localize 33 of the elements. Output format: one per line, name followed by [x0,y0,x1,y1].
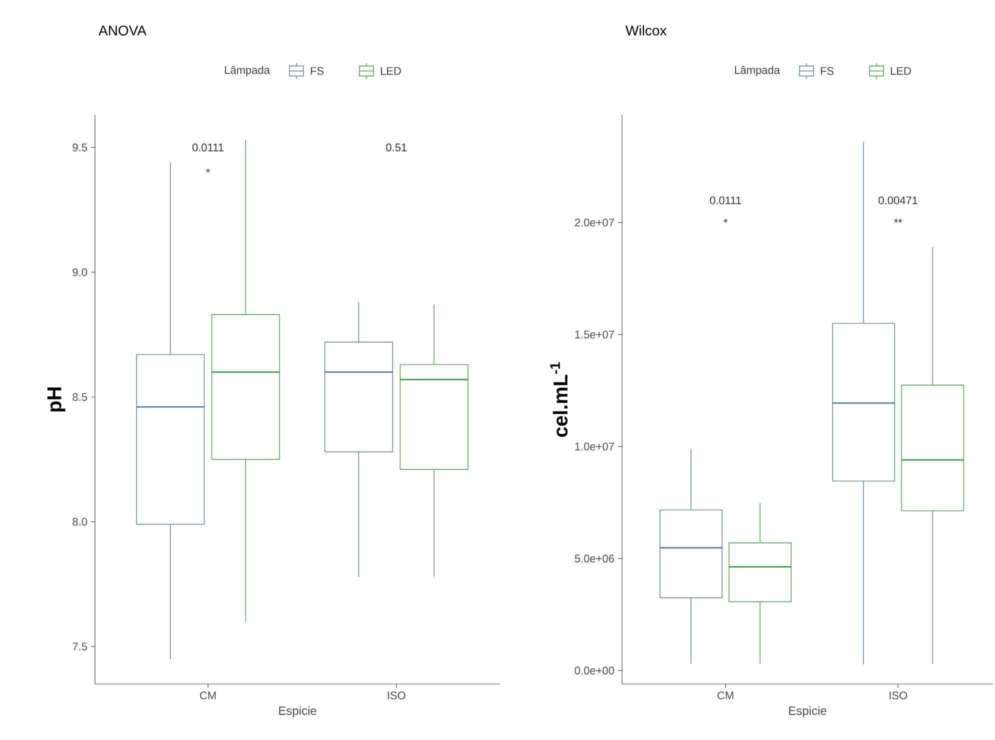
x-tick-label: ISO [890,692,908,700]
annotation: 0.0111 [710,196,742,204]
chart-title: Wilcox [626,25,667,36]
legend-label: FS [820,67,834,75]
x-tick-label: CM [200,692,216,700]
y-axis-title: pH [47,388,66,412]
x-axis-title: Espicie [279,706,316,718]
x-tick-label: ISO [388,692,406,700]
annotation: * [206,168,210,173]
legend-title: Lâmpada [735,66,780,76]
y-tick-label: 9.0 [72,268,88,276]
y-tick-label: 9.5 [72,144,88,152]
legend-title: Lâmpada [225,66,270,76]
y-tick-label: 0.0e+00 [574,666,614,674]
y-tick-label: 7.5 [72,642,88,650]
y-axis-title: cel.mL$^{-1}$ [550,362,568,437]
legend-label: LED [380,67,401,75]
annotation: 0.51 [386,144,407,152]
y-tick-label: 2.0e+07 [574,218,614,226]
legend-label: LED [890,67,911,75]
annotation: 0.00471 [878,196,918,204]
x-tick-label: CM [718,692,734,700]
y-tick-label: 1.5e+07 [575,330,614,338]
legend-label: FS [310,67,324,75]
y-tick-label: 5.0e+06 [574,554,614,562]
x-axis-title: Espicie [789,706,826,718]
y-tick-label: 1.0e+07 [575,442,614,450]
chart-title: ANOVA [98,26,146,36]
y-tick-label: 8.0 [72,518,88,526]
y-tick-label: 8.5 [72,393,88,401]
annotation: 0.0111 [192,144,224,152]
annotation: ** [894,218,902,223]
annotation: * [724,218,728,223]
